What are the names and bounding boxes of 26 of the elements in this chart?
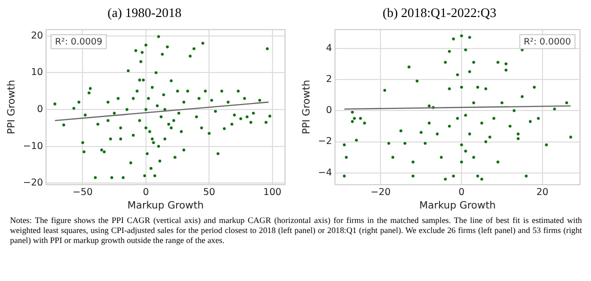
y-tick-label: 10 xyxy=(30,67,44,78)
y-tick-label: −4 xyxy=(318,167,332,178)
x-tick-label: 100 xyxy=(263,186,282,198)
y-axis-title: PPI Growth xyxy=(302,80,313,134)
y-tick-label: −10 xyxy=(22,140,44,152)
chart-title: (a) 1980-2018 xyxy=(107,5,182,20)
y-tick-label: 0 xyxy=(326,105,332,116)
y-tick-label: 20 xyxy=(30,30,44,42)
x-tick-label: 0 xyxy=(458,186,465,198)
text: Notes: The figure shows the PPI CAGR (vertical axis) and markup CAGR (horizontal axis) for firms in the matched samples. The line of best fit is estimated with weighted least squares, using CPI-adjusted sales for the period closest to 2018 (left panel) or 2018:Q1 (right panel). We exclude 26 firms (left panel) and 53 firms (right panel) with PPI or markup growth outside the range of the axes. xyxy=(10,216,582,246)
x-tick-label: 20 xyxy=(536,186,548,198)
y-tick-label: 2 xyxy=(326,74,332,85)
x-tick-label: 50 xyxy=(203,186,216,198)
y-tick-label: −2 xyxy=(318,136,332,148)
x-tick-label: −50 xyxy=(72,186,93,198)
annotation: R²: 0.0009 xyxy=(55,37,103,48)
y-tick-label: 0 xyxy=(37,104,44,115)
chart-title: (b) 2018:Q1-2022:Q3 xyxy=(382,5,496,20)
x-tick-label: 0 xyxy=(142,186,149,198)
x-axis-title: Markup Growth xyxy=(127,200,204,212)
y-tick-label: −20 xyxy=(22,178,44,189)
x-tick-label: −20 xyxy=(370,186,391,198)
x-axis-title: Markup Growth xyxy=(419,200,496,212)
annotation: R²: 0.0000 xyxy=(524,37,572,48)
y-tick-label: 4 xyxy=(326,42,332,54)
y-axis-title: PPI Growth xyxy=(6,80,18,134)
